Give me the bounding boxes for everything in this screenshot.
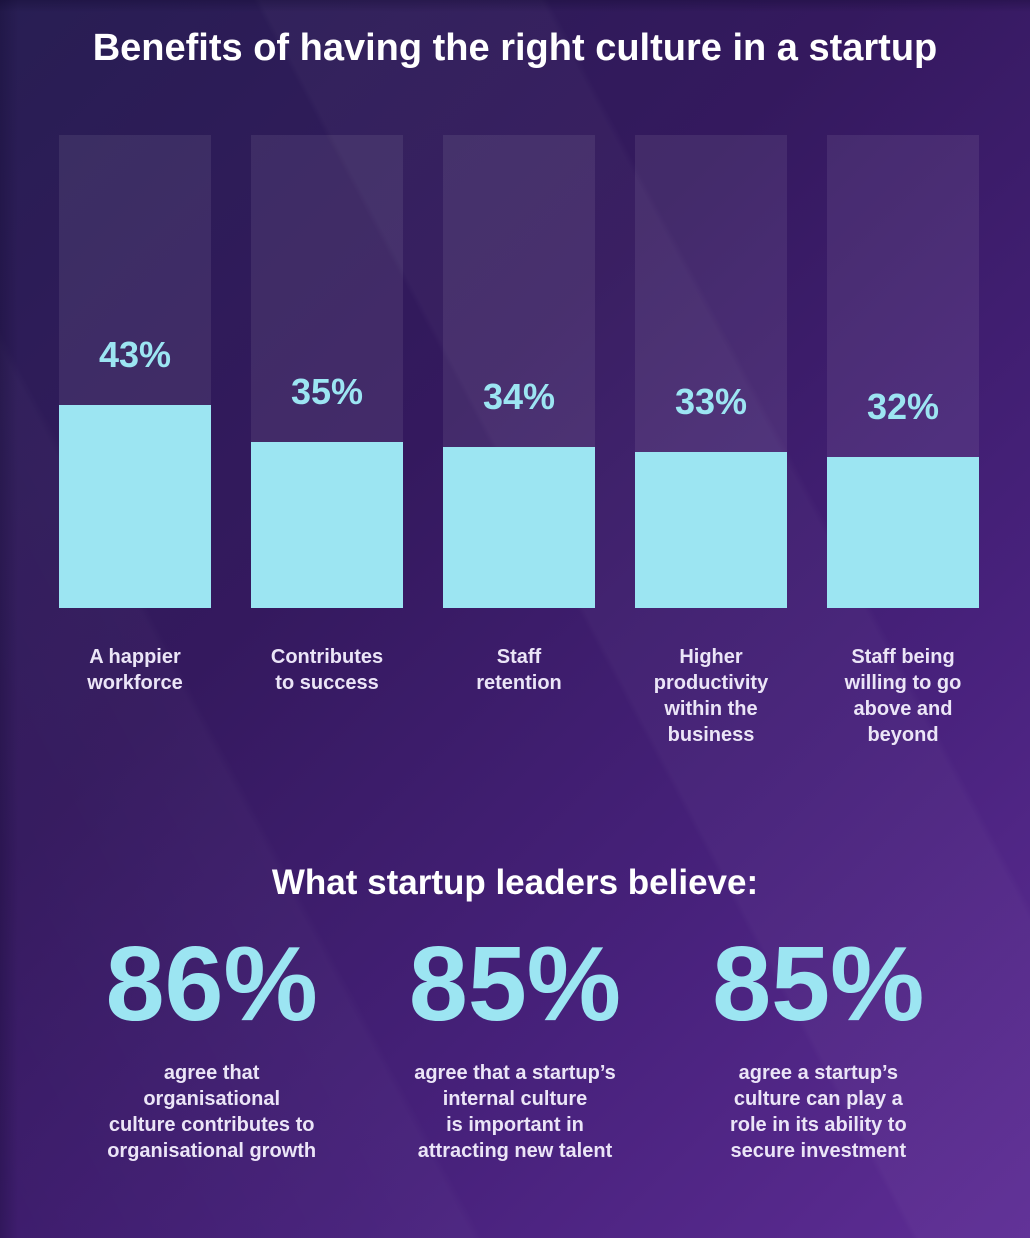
stat-item: 86% agree that organisational culture co…	[60, 930, 363, 1164]
stat-item: 85% agree a startup’s culture can play a…	[667, 930, 970, 1164]
bar-fill	[827, 456, 979, 608]
bar-track: 35%	[251, 135, 403, 608]
bar-category-label: A happier workforce	[87, 646, 183, 694]
bar-category-label: Staff being willing to go above and beyo…	[844, 646, 962, 746]
bar-value-label: 35%	[290, 371, 364, 413]
bar-column: 43%	[59, 135, 211, 608]
page-title: Benefits of having the right culture in …	[92, 27, 938, 69]
bar-track: 32%	[827, 135, 979, 608]
beliefs-title: What startup leaders believe:	[271, 863, 759, 902]
bar-category-label: Contributes to success	[270, 646, 384, 694]
bar-column: 35%	[251, 135, 403, 608]
bar-fill	[443, 447, 595, 608]
beliefs-section: What startup leaders believe: 86% agree …	[0, 862, 1030, 1164]
bar-column: 34%	[443, 135, 595, 608]
stat-value: 86%	[105, 925, 318, 1043]
bar-value-label: 32%	[866, 385, 940, 427]
bar-value-label: 33%	[674, 380, 748, 422]
bar-chart-section: 43% 35% 34% 33%	[0, 135, 1030, 750]
bar-track: 33%	[635, 135, 787, 608]
bar-category-label: Higher productivity within the business	[653, 646, 769, 746]
stat-label: agree that a startup’s internal culture …	[414, 1062, 616, 1162]
bar-fill	[635, 451, 787, 608]
stat-value: 85%	[408, 925, 622, 1043]
bar-column: 33%	[635, 135, 787, 608]
bar-fill	[59, 404, 211, 608]
bar-category-labels: A happier workforce Contributes to succe…	[0, 644, 1030, 750]
bar-track: 34%	[443, 135, 595, 608]
bar-value-label: 43%	[98, 333, 172, 375]
stat-value: 85%	[712, 925, 925, 1043]
bar-category-label: Staff retention	[476, 646, 562, 694]
stats-row: 86% agree that organisational culture co…	[0, 930, 1030, 1164]
stat-item: 85% agree that a startup’s internal cult…	[363, 930, 666, 1164]
stat-label: agree a startup’s culture can play a rol…	[729, 1062, 907, 1162]
bar-value-label: 34%	[482, 376, 556, 418]
stat-label: agree that organisational culture contri…	[107, 1062, 317, 1162]
bar-fill	[251, 442, 403, 608]
bar-column: 32%	[827, 135, 979, 608]
bar-track: 43%	[59, 135, 211, 608]
bar-chart: 43% 35% 34% 33%	[0, 135, 1030, 608]
